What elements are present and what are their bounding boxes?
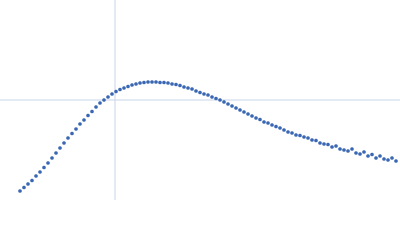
data-point (262, 120, 266, 124)
data-point (254, 116, 258, 120)
data-point (154, 80, 158, 84)
data-point (190, 87, 194, 91)
data-point (270, 123, 274, 127)
data-point (238, 108, 242, 112)
data-point (118, 87, 122, 92)
data-point (182, 85, 186, 89)
data-point (390, 156, 394, 160)
data-point (90, 109, 94, 114)
data-point (326, 142, 330, 147)
data-point (106, 95, 110, 99)
data-point (222, 100, 226, 104)
data-point (50, 156, 54, 160)
data-point (62, 141, 66, 145)
data-point (134, 82, 138, 86)
data-point (210, 95, 214, 99)
data-point (54, 151, 58, 155)
data-point (290, 131, 294, 135)
chart (0, 0, 400, 200)
data-point (378, 154, 382, 158)
data-point (386, 158, 390, 162)
data-point (206, 93, 210, 97)
data-point (142, 80, 146, 85)
data-point (350, 147, 354, 151)
data-point (30, 178, 34, 183)
data-point (130, 83, 134, 87)
data-point (38, 170, 42, 174)
data-point (298, 133, 302, 138)
data-point (338, 147, 342, 151)
data-point (366, 154, 370, 158)
data-point (202, 92, 206, 96)
data-point (194, 89, 198, 93)
data-point (42, 165, 46, 170)
data-point (342, 148, 346, 152)
data-point (354, 151, 358, 155)
data-point (318, 141, 322, 145)
data-point (94, 105, 98, 109)
data-point (274, 124, 278, 129)
data-point (370, 152, 374, 157)
data-point (166, 81, 170, 85)
data-point (74, 127, 78, 131)
data-point (282, 128, 286, 132)
data-point (34, 174, 38, 178)
data-point (322, 142, 326, 146)
data-point (114, 89, 118, 94)
data-point (110, 92, 114, 96)
data-point (242, 110, 246, 114)
data-point (70, 131, 74, 136)
data-point (158, 80, 162, 85)
data-point (278, 126, 282, 130)
data-point (174, 82, 178, 87)
data-point (234, 106, 238, 110)
data-point (98, 101, 102, 105)
data-point (162, 80, 166, 85)
data-point (46, 161, 50, 165)
data-point (170, 82, 174, 86)
data-point (218, 98, 222, 102)
data-point (214, 96, 218, 101)
data-point (138, 81, 142, 85)
data-point (146, 80, 150, 84)
data-point (186, 86, 190, 90)
page: {"chart_data": {"type": "scatter", "colo… (0, 0, 400, 200)
data-point (226, 102, 230, 106)
data-point (122, 86, 126, 90)
data-point (58, 146, 62, 150)
data-point (362, 150, 366, 154)
data-point (126, 84, 130, 89)
data-point (382, 157, 386, 161)
data-point (334, 144, 338, 148)
data-point (330, 145, 334, 149)
data-point (18, 189, 22, 193)
data-point (198, 90, 202, 95)
data-point (266, 121, 270, 125)
data-point (302, 135, 306, 139)
data-point (394, 159, 398, 163)
data-point (358, 152, 362, 156)
data-point (66, 136, 70, 140)
data-point (310, 138, 314, 142)
data-point (230, 104, 234, 108)
data-point (374, 156, 378, 160)
data-point (346, 149, 350, 153)
data-point (294, 133, 298, 137)
data-point (22, 185, 26, 190)
data-point (286, 130, 290, 134)
data-point (102, 98, 106, 102)
data-point (78, 122, 82, 126)
data-point (250, 114, 254, 118)
data-point (306, 136, 310, 140)
data-point (258, 117, 262, 122)
data-point (246, 112, 250, 116)
data-point (86, 113, 90, 118)
data-point (150, 80, 154, 84)
data-point (178, 83, 182, 88)
data-point (26, 182, 30, 186)
data-point (82, 118, 86, 122)
data-point (314, 138, 318, 143)
